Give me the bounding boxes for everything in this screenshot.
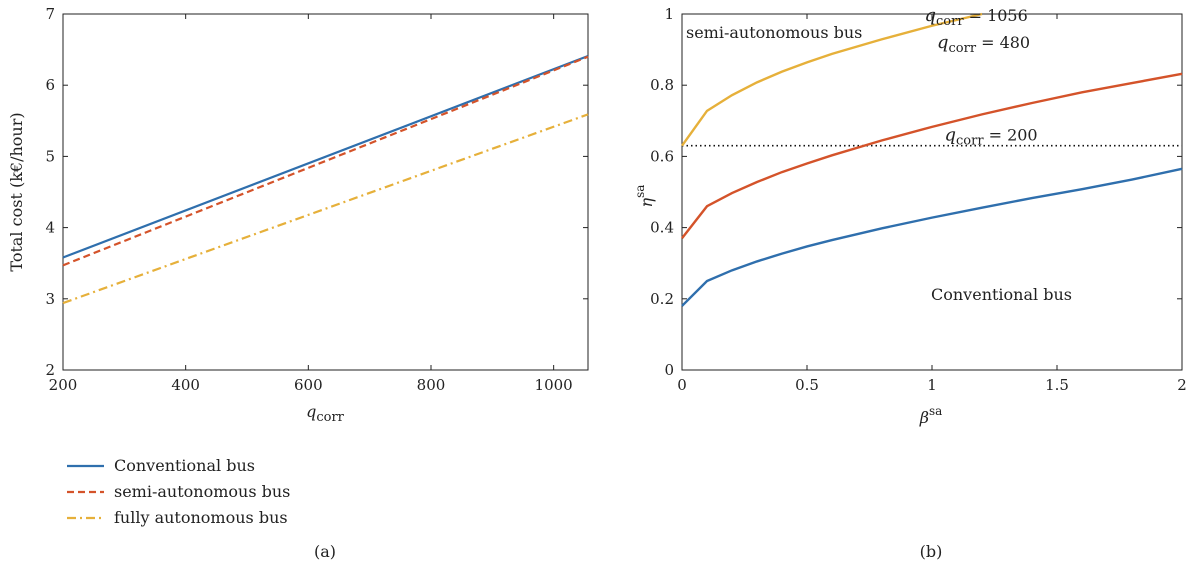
- y-tick-label: 3: [45, 290, 55, 308]
- series-line-2: [681, 72, 1183, 240]
- curve-label-base: q: [925, 5, 937, 26]
- x-tick-label: 600: [294, 376, 323, 394]
- panel-b-xlabel-sup: sa: [929, 404, 942, 418]
- curve-label-base: q: [937, 32, 949, 53]
- curve-label-sub: corr: [956, 133, 984, 148]
- y-tick-label: 0.8: [650, 76, 674, 94]
- curve-label: qcorr = 200: [945, 124, 1038, 148]
- curve-label-value: = 1056: [969, 6, 1028, 25]
- curve-label: qcorr = 480: [937, 32, 1030, 56]
- series-line-1: [62, 54, 589, 259]
- legend: Conventional bus semi-autonomous bus fully…: [67, 456, 290, 527]
- x-tick-label: 800: [417, 376, 446, 394]
- panel-a-xlabel-sub: corr: [316, 410, 344, 425]
- curve-label-value: = 200: [989, 125, 1038, 144]
- panel-a-xlabel-base: q: [306, 402, 316, 421]
- y-tick-label: 2: [45, 361, 55, 379]
- region-label-semi: semi-autonomous bus: [686, 23, 862, 42]
- y-tick-label: 5: [45, 147, 55, 165]
- panel-a-ylabel: Total cost (k€/hour): [7, 112, 26, 271]
- x-tick-label: 1000: [535, 376, 573, 394]
- curve-label-value: = 480: [981, 33, 1030, 52]
- series-line-3: [62, 113, 589, 305]
- x-tick-label: 200: [49, 376, 78, 394]
- panel-b-frame: [681, 13, 1183, 371]
- region-label-conventional: Conventional bus: [931, 285, 1072, 304]
- x-tick-label: 1.5: [1045, 376, 1069, 394]
- curve-label: qcorr = 1056: [925, 5, 1028, 29]
- y-tick-label: 0.2: [650, 290, 674, 308]
- legend-item-label: semi-autonomous bus: [114, 482, 290, 501]
- panel-a-ticks: 200 400 600 800 1000 2 3 4 5 6 7: [45, 5, 588, 394]
- y-tick-label: 6: [45, 76, 55, 94]
- x-tick-label: 0.5: [795, 376, 819, 394]
- x-tick-label: 0: [677, 376, 687, 394]
- series-line-1: [681, 167, 1183, 307]
- y-tick-label: 1: [664, 5, 674, 23]
- x-tick-label: 400: [171, 376, 200, 394]
- x-tick-label: 2: [1177, 376, 1186, 394]
- x-tick-label: 1: [927, 376, 937, 394]
- panel-b-xlabel-base: β: [919, 408, 929, 427]
- panel-b-ylabel-sup: sa: [633, 185, 647, 198]
- panel-a-label: (a): [314, 542, 336, 561]
- panel-b-xlabel: βsa: [919, 404, 943, 427]
- y-tick-label: 4: [45, 219, 55, 237]
- series-line-3: [681, 12, 983, 147]
- legend-item-label: Conventional bus: [114, 456, 255, 475]
- panel-b-ylabel-base: η: [637, 197, 656, 207]
- panel-b-label: (b): [920, 542, 943, 561]
- legend-item-label: fully autonomous bus: [114, 508, 288, 527]
- panel-a: 200 400 600 800 1000 2 3 4 5 6 7 Total cost (k€/ho…: [7, 5, 589, 561]
- y-tick-label: 0.6: [650, 147, 674, 165]
- curve-label-sub: corr: [936, 14, 964, 29]
- panel-b: 0 0.5 1 1.5 200.20.40.60.81 ηsa βsa semi-aut…: [633, 5, 1186, 561]
- curve-label-base: q: [945, 124, 957, 145]
- y-tick-label: 7: [45, 5, 55, 23]
- panel-a-series: [62, 54, 589, 305]
- y-tick-label: 0: [664, 361, 674, 379]
- curve-label-sub: corr: [949, 41, 977, 56]
- y-tick-label: 0.4: [650, 219, 674, 237]
- panel-a-xlabel: qcorr: [306, 402, 345, 425]
- panel-b-ylabel: ηsa: [633, 185, 656, 208]
- panel-b-ticks: 0 0.5 1 1.5 2 0 0.2 0.4 0.6 0.8 1: [650, 5, 1186, 394]
- panel-a-frame: [62, 13, 589, 371]
- series-line-2: [62, 55, 589, 267]
- panel-b-series: [681, 12, 1183, 307]
